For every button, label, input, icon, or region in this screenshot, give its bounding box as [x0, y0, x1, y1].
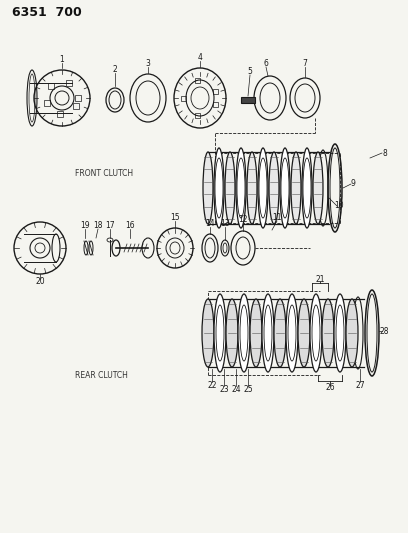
Text: 12: 12	[238, 215, 248, 224]
Ellipse shape	[202, 299, 214, 367]
Text: 16: 16	[125, 222, 135, 230]
Ellipse shape	[264, 305, 272, 361]
Ellipse shape	[334, 294, 346, 372]
Ellipse shape	[346, 299, 358, 367]
Ellipse shape	[259, 158, 267, 218]
Text: FRONT CLUTCH: FRONT CLUTCH	[75, 168, 133, 177]
Ellipse shape	[274, 299, 286, 367]
Text: 2: 2	[113, 66, 118, 75]
Ellipse shape	[312, 305, 320, 361]
Bar	[48, 83, 54, 89]
Ellipse shape	[247, 152, 257, 224]
Text: 6: 6	[264, 60, 268, 69]
Bar	[180, 95, 186, 101]
Text: 25: 25	[243, 384, 253, 393]
Text: REAR CLUTCH: REAR CLUTCH	[75, 370, 128, 379]
Bar	[75, 95, 81, 101]
Ellipse shape	[280, 148, 290, 228]
Text: 20: 20	[35, 278, 45, 287]
Text: 11: 11	[272, 214, 282, 222]
Text: 9: 9	[350, 180, 355, 189]
Text: 17: 17	[105, 222, 115, 230]
Text: 24: 24	[231, 384, 241, 393]
Ellipse shape	[336, 305, 344, 361]
Ellipse shape	[269, 152, 279, 224]
Bar	[73, 103, 79, 109]
Bar	[241, 97, 255, 103]
Bar	[213, 90, 218, 94]
Bar	[195, 78, 200, 83]
Ellipse shape	[203, 152, 213, 224]
Ellipse shape	[240, 305, 248, 361]
Text: 15: 15	[170, 214, 180, 222]
Text: 18: 18	[93, 222, 103, 230]
Text: 8: 8	[383, 149, 387, 157]
Text: 10: 10	[334, 201, 344, 211]
Text: 19: 19	[80, 222, 90, 230]
Ellipse shape	[225, 152, 235, 224]
Text: 22: 22	[207, 381, 217, 390]
Text: 5: 5	[248, 68, 253, 77]
Bar	[195, 113, 200, 118]
Bar	[44, 100, 50, 106]
Bar	[58, 111, 63, 117]
Ellipse shape	[310, 294, 322, 372]
Text: 28: 28	[379, 327, 389, 335]
Ellipse shape	[258, 148, 268, 228]
Ellipse shape	[216, 305, 224, 361]
Ellipse shape	[313, 152, 323, 224]
Text: 21: 21	[315, 274, 325, 284]
Bar	[213, 102, 218, 107]
Ellipse shape	[226, 299, 238, 367]
Text: 4: 4	[197, 53, 202, 62]
Text: 3: 3	[146, 60, 151, 69]
Text: 27: 27	[355, 381, 365, 390]
Bar	[66, 80, 71, 86]
Ellipse shape	[214, 294, 226, 372]
Ellipse shape	[298, 299, 310, 367]
Ellipse shape	[302, 148, 312, 228]
Text: 6351  700: 6351 700	[12, 5, 82, 19]
Ellipse shape	[250, 299, 262, 367]
Text: 7: 7	[303, 60, 308, 69]
Ellipse shape	[322, 299, 334, 367]
Ellipse shape	[262, 294, 274, 372]
Ellipse shape	[281, 158, 289, 218]
Ellipse shape	[236, 148, 246, 228]
Ellipse shape	[291, 152, 301, 224]
Text: 14: 14	[205, 220, 215, 229]
Ellipse shape	[303, 158, 311, 218]
Ellipse shape	[286, 294, 298, 372]
Ellipse shape	[214, 148, 224, 228]
Ellipse shape	[288, 305, 296, 361]
Ellipse shape	[238, 294, 250, 372]
Text: 1: 1	[60, 55, 64, 64]
Text: 26: 26	[325, 383, 335, 392]
Ellipse shape	[215, 158, 223, 218]
Text: 13: 13	[220, 220, 230, 229]
Text: 23: 23	[219, 384, 229, 393]
Ellipse shape	[237, 158, 245, 218]
